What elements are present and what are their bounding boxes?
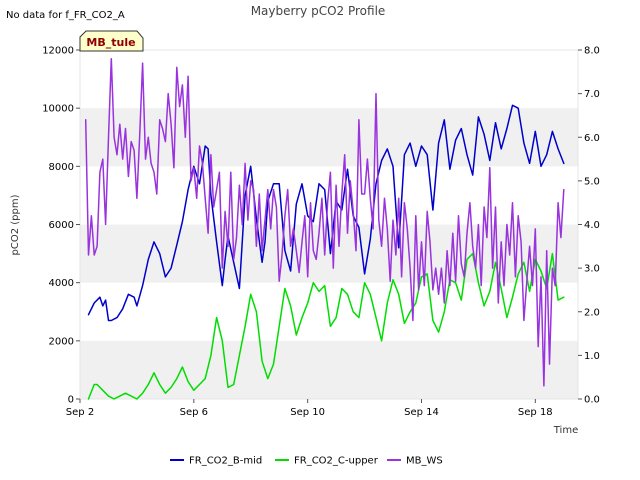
x-tick-label-3: Sep 14	[404, 407, 439, 418]
series-group	[84, 57, 565, 400]
series-line-fr-co2-c-upper	[87, 252, 565, 400]
y-axis-label: pCO2 (ppm)	[10, 194, 21, 255]
site-badge: MB_tule	[79, 30, 144, 52]
y2-tick-label-3: 3.0	[584, 264, 600, 275]
site-badge-label: MB_tule	[86, 36, 135, 49]
site-badge-shape	[79, 30, 144, 52]
legend-label-0: FR_CO2_B-mid	[189, 456, 262, 467]
chart-note: No data for f_FR_CO2_A	[6, 10, 125, 21]
x-tick-label-1: Sep 6	[180, 407, 208, 418]
x-tick-label-2: Sep 10	[290, 407, 325, 418]
series-line-mb-ws	[84, 57, 565, 387]
y-tick-label-0: 0	[68, 395, 74, 406]
x-axis-label: Time	[553, 425, 578, 436]
legend: FR_CO2_B-mid FR_CO2_C-upper MB_WS	[170, 456, 443, 467]
x-tick-label-4: Sep 18	[518, 407, 553, 418]
y-tick-label-2: 4000	[49, 278, 74, 289]
legend-label-2: MB_WS	[406, 456, 443, 467]
axes-group: 0 2000 4000 6000 8000 10000 12000 0.0 1.0 2.0 3.0 4…	[42, 46, 600, 419]
y2-tick-label-5: 5.0	[584, 176, 600, 187]
y2-tick-label-4: 4.0	[584, 220, 600, 231]
y-tick-label-4: 8000	[49, 162, 74, 173]
y2-tick-label-6: 6.0	[584, 133, 600, 144]
band-0	[80, 340, 578, 399]
y2-tick-label-8: 8.0	[584, 46, 600, 57]
y-tick-label-5: 10000	[42, 104, 74, 115]
y-tick-label-6: 12000	[42, 46, 74, 57]
y-tick-label-3: 6000	[49, 220, 74, 231]
chart-bands	[80, 108, 578, 399]
legend-label-1: FR_CO2_C-upper	[294, 456, 379, 467]
y-tick-label-1: 2000	[49, 336, 74, 347]
y2-tick-label-1: 1.0	[584, 351, 600, 362]
y2-tick-label-0: 0.0	[584, 395, 600, 406]
y2-tick-label-7: 7.0	[584, 89, 600, 100]
x-tick-label-0: Sep 2	[66, 407, 94, 418]
chart-title: Mayberry pCO2 Profile	[251, 4, 386, 18]
y2-tick-label-2: 2.0	[584, 307, 600, 318]
band-2	[80, 108, 578, 167]
